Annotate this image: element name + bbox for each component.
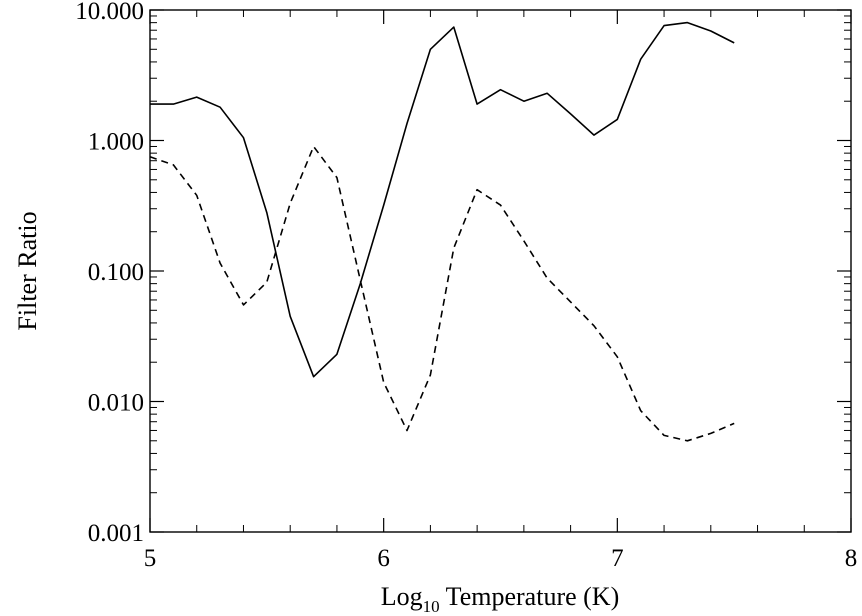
y-tick-label: 0.010	[88, 390, 144, 417]
x-tick-label: 5	[144, 545, 157, 572]
x-axis-label-rest: Temperature (K)	[440, 582, 620, 611]
x-tick-label: 8	[845, 545, 858, 572]
y-tick-label: 1.000	[88, 129, 144, 156]
series-layer	[149, 21, 735, 442]
plot-frame	[149, 9, 852, 533]
y-tick-label: 0.100	[88, 259, 144, 286]
x-axis-label-main: Log	[381, 582, 423, 611]
x-axis-label: Log10 Temperature (K)	[381, 582, 620, 616]
y-axis-label: Filter Ratio	[13, 211, 42, 330]
tick-labels: 5 6 7 8 0.001 0.010 0.100 1.000 10.000	[75, 0, 857, 572]
x-axis-label-subscript: 10	[423, 597, 440, 616]
y-tick-label: 10.000	[75, 0, 144, 25]
series-line-dashed	[149, 145, 735, 442]
y-tick-label: 0.001	[88, 520, 144, 547]
x-tick-label: 6	[377, 545, 390, 572]
axis-ticks	[149, 9, 852, 533]
series-line-solid	[150, 21, 735, 378]
x-tick-label: 7	[611, 545, 624, 572]
